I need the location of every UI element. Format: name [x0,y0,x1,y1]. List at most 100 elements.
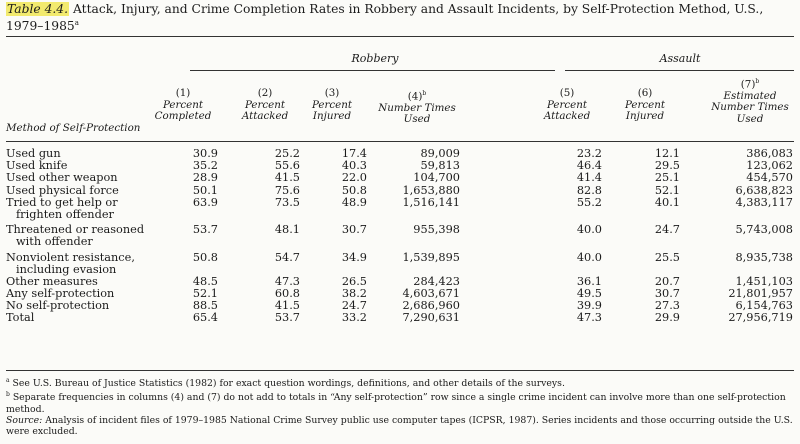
row-label-line: Used other weapon [6,171,118,185]
table-cell: 1,451,103 [735,274,794,288]
table-row: Threatened or reasoned with offender 53.7 4… [0,223,800,249]
column-header-7: (7)b Estimated Number Times Used [707,76,793,125]
table-cell: 4,603,671 [402,287,461,301]
table-cell: 20.7 [654,274,680,288]
table-cell: 1,539,895 [402,250,461,264]
table-cell: 75.6 [274,183,300,197]
table-cell: 40.0 [576,250,602,264]
table-row: Nonviolent resistance, including evasion 5… [0,250,800,276]
row-label: No self-protection [6,300,184,312]
table-cell: 6,154,763 [735,299,794,313]
column-number: (7) [740,78,756,91]
table-cell: 123,062 [746,159,793,173]
row-label: Used physical force [6,183,184,197]
table-cell: 33.2 [341,311,367,325]
table-row: Other measures 48.5 47.3 26.5 284,423 36.1 20.… [0,274,800,288]
table-cell: 53.7 [192,223,218,237]
table-cell: 41.5 [274,299,300,313]
table-cell: 30.7 [654,287,680,301]
row-label-line: Tried to get help or [6,195,118,209]
table-cell: 25.5 [654,250,680,264]
column-number: (1) [175,87,191,99]
table-cell: 29.5 [654,159,680,173]
bottom-rule [6,370,794,371]
robbery-group-label: Robbery [351,52,399,65]
table-cell: 55.6 [274,159,300,173]
table-cell: 27,956,719 [728,311,793,325]
assault-group-label: Assault [659,52,701,65]
table-cell: 21,801,957 [728,287,793,301]
table-cell: 38.2 [341,287,367,301]
row-label: Used gun [6,147,184,160]
table-cell: 25.2 [274,147,300,160]
table-cell: 48.1 [274,223,300,237]
column-number: (4) [407,90,423,103]
robbery-group-rule [190,70,555,71]
table-cell: 4,383,117 [735,195,794,209]
table-cell: 1,516,141 [402,195,461,209]
table-cell: 25.1 [654,171,680,185]
table-row: Total 65.4 53.7 33.2 7,290,631 47.3 29.9 27,956… [0,312,800,324]
table-cell: 35.2 [192,159,218,173]
table-cell: 386,083 [746,147,793,160]
table-cell: 30.9 [192,147,218,160]
table-cell: 50.1 [192,183,218,197]
row-label: Other measures [6,275,184,288]
table-cell: 40.1 [654,195,680,209]
table-cell: 955,398 [413,223,460,237]
table-cell: 8,935,738 [735,250,794,264]
column-number: (3) [324,87,340,99]
table-cell: 55.2 [576,195,602,209]
table-cell: 7,290,631 [402,311,461,325]
table-cell: 29.9 [654,311,680,325]
table-cell: 48.9 [341,195,367,209]
table-cell: 34.9 [341,250,367,264]
row-label-continuation: with offender [16,235,93,249]
table-cell: 60.8 [274,287,300,301]
source-note: Source: Analysis of incident files of 19… [6,414,793,437]
row-label-line: Nonviolent resistance, [6,250,135,264]
header-rule [6,141,794,142]
column-label: Percent Injured [311,98,353,122]
row-label-continuation: frighten offender [16,207,114,221]
row-label: Any self-protection [6,287,184,301]
table-cell: 48.5 [192,274,218,288]
table-cell: 28.9 [192,171,218,185]
table-cell: 40.3 [341,159,367,173]
table-cell: 82.8 [576,183,602,197]
row-label: Threatened or reasoned with offender [6,223,184,249]
table-row: Used other weapon 28.9 41.5 22.0 104,700 41.4… [0,172,800,184]
table-row: No self-protection 88.5 41.5 24.7 2,686,960 3… [0,300,800,312]
column-footnote-mark: b [755,78,760,85]
table-cell: 52.1 [192,287,218,301]
table-cell: 41.5 [274,171,300,185]
top-rule [6,36,794,37]
row-label-line: Threatened or reasoned [6,223,145,237]
row-label-line: Used knife [6,159,68,173]
column-label: Number Times Used [378,101,456,126]
table-cell: 50.8 [192,250,218,264]
column-label: Percent Completed [154,98,212,122]
column-label: Percent Attacked [543,98,591,122]
table-cell: 36.1 [576,274,602,288]
table-row: Used knife 35.2 55.6 40.3 59,813 46.4 29.5 123,… [0,159,800,173]
row-label-continuation: including evasion [16,262,117,276]
table-row: Tried to get help or frighten offender 63.… [0,195,800,221]
column-footnote-mark: b [422,90,427,97]
row-label-line: Any self-protection [6,287,115,301]
table-cell: 454,570 [746,171,793,185]
table-cell: 104,700 [413,171,460,185]
row-label: Nonviolent resistance, including evasion [6,250,184,276]
table-cell: 46.4 [576,159,602,173]
table-cell: 59,813 [420,159,460,173]
row-label: Tried to get help or frighten offender [6,195,184,221]
table-cell: 41.4 [576,171,602,185]
row-label-line: Total [6,311,35,325]
column-header-1: (1) Percent Completed [148,87,218,123]
column-header-3: (3) Percent Injured [297,87,367,123]
table-cell: 284,423 [413,274,460,288]
table-cell: 89,009 [420,147,460,160]
row-label-line: Used physical force [6,183,119,197]
table-cell: 40.0 [576,223,602,237]
